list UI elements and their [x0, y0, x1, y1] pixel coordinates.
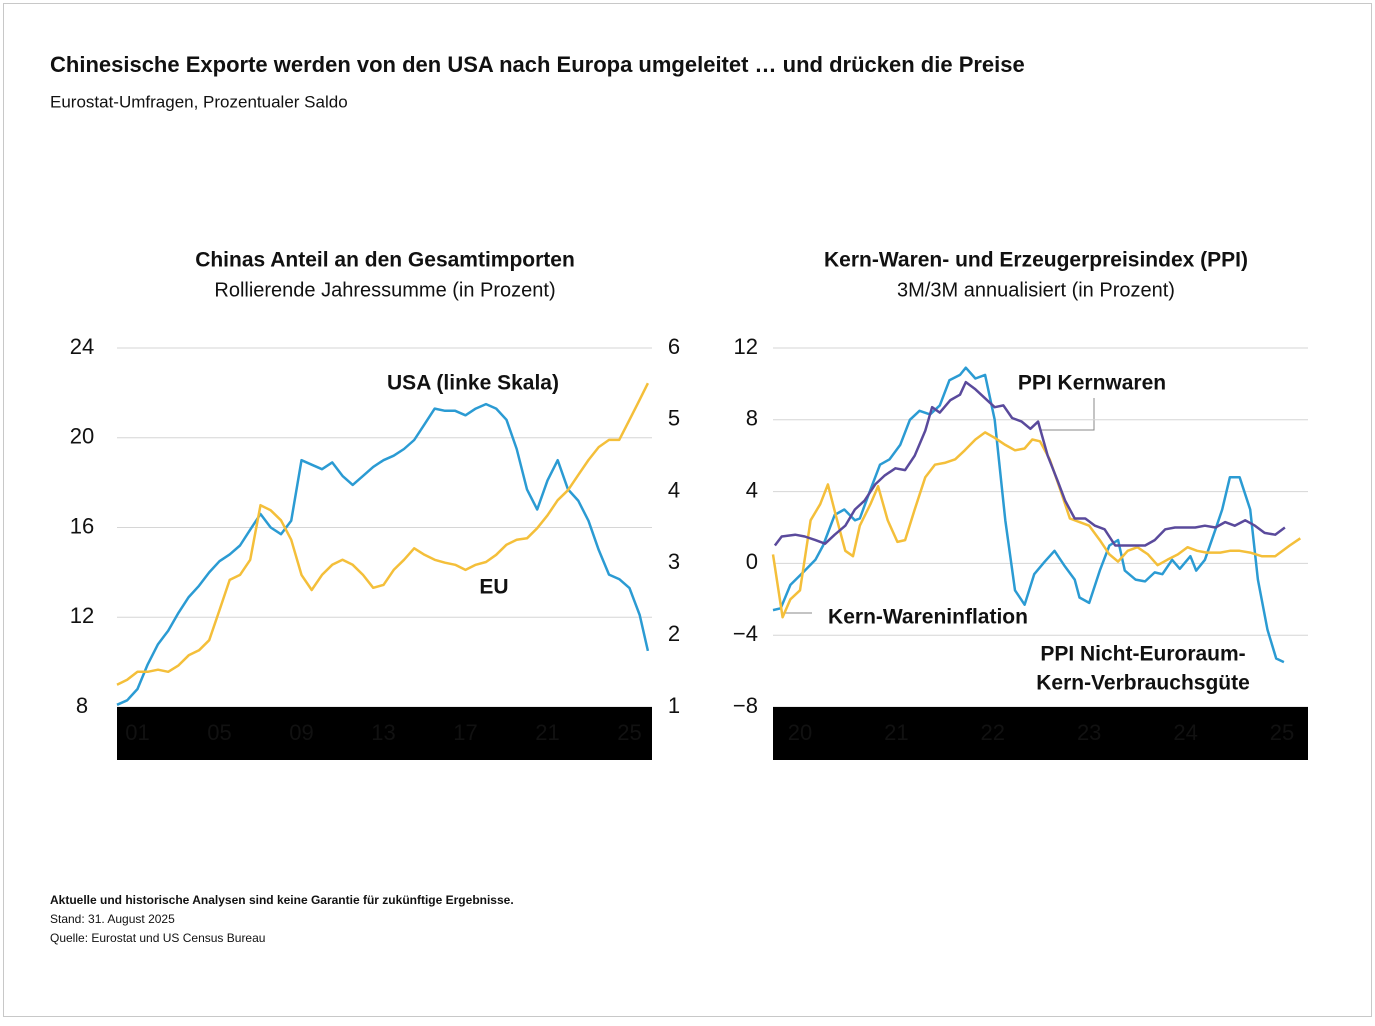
- x-tick-label: 01: [125, 720, 149, 745]
- note: Quelle: Eurostat und US Census Bureau: [50, 931, 265, 945]
- series-label: PPI Kernwaren: [1018, 372, 1166, 395]
- x-tick-label: 05: [207, 720, 231, 745]
- y-tick-label: 12: [734, 334, 758, 359]
- series-label: PPI Nicht-Euroraum-: [1040, 643, 1245, 666]
- x-tick-label: 22: [981, 720, 1005, 745]
- y-tick-label: 4: [746, 477, 758, 502]
- x-tick-label: 20: [788, 720, 812, 745]
- chart-title: Chinas Anteil an den Gesamtimporten: [195, 249, 575, 272]
- connector: [1040, 398, 1095, 431]
- y2-tick-label: 1: [668, 693, 680, 718]
- series-label: Kern-Wareninflation: [828, 606, 1028, 629]
- series-label: USA (linke Skala): [387, 372, 559, 395]
- y-tick-label: −4: [733, 621, 758, 646]
- x-axis-band: [117, 707, 652, 760]
- chart-subtitle: Rollierende Jahressumme (in Prozent): [214, 279, 555, 301]
- y2-tick-label: 3: [668, 549, 680, 574]
- y2-tick-label: 5: [668, 406, 680, 431]
- chart-title: Kern-Waren- und Erzeugerpreisindex (PPI): [824, 249, 1248, 272]
- note: Stand: 31. August 2025: [50, 912, 175, 926]
- note: Aktuelle und historische Analysen sind k…: [50, 893, 514, 907]
- x-tick-label: 09: [289, 720, 313, 745]
- y2-tick-label: 4: [668, 477, 680, 502]
- chart-subtitle: 3M/3M annualisiert (in Prozent): [897, 279, 1175, 301]
- x-tick-label: 23: [1077, 720, 1101, 745]
- y2-tick-label: 6: [668, 334, 680, 359]
- y-tick-label: 0: [746, 549, 758, 574]
- x-tick-label: 21: [884, 720, 908, 745]
- series-line: [116, 382, 650, 686]
- series-line: [773, 380, 1286, 547]
- series-line: [116, 402, 650, 706]
- y2-tick-label: 2: [668, 621, 680, 646]
- page-subtitle: Eurostat-Umfragen, Prozentualer Saldo: [50, 92, 348, 111]
- series-line: [772, 366, 1285, 664]
- x-tick-label: 25: [1270, 720, 1294, 745]
- y-tick-label: 12: [70, 603, 94, 628]
- y-tick-label: −8: [733, 693, 758, 718]
- x-tick-label: 21: [535, 720, 559, 745]
- x-axis-band: [773, 707, 1308, 760]
- series-line: [771, 431, 1302, 619]
- y-tick-label: 16: [70, 513, 94, 538]
- page-title: Chinesische Exporte werden von den USA n…: [50, 52, 1025, 77]
- x-tick-label: 13: [371, 720, 395, 745]
- series-label: EU: [479, 576, 508, 599]
- series-label: Kern-Verbrauchsgüte: [1036, 672, 1250, 695]
- y-tick-label: 24: [70, 334, 94, 359]
- y-tick-label: 8: [746, 406, 758, 431]
- frame: [3, 3, 1372, 1017]
- x-tick-label: 24: [1173, 720, 1197, 745]
- y-tick-label: 20: [70, 424, 94, 449]
- x-tick-label: 25: [617, 720, 641, 745]
- y-tick-label: 8: [76, 693, 88, 718]
- x-tick-label: 17: [453, 720, 477, 745]
